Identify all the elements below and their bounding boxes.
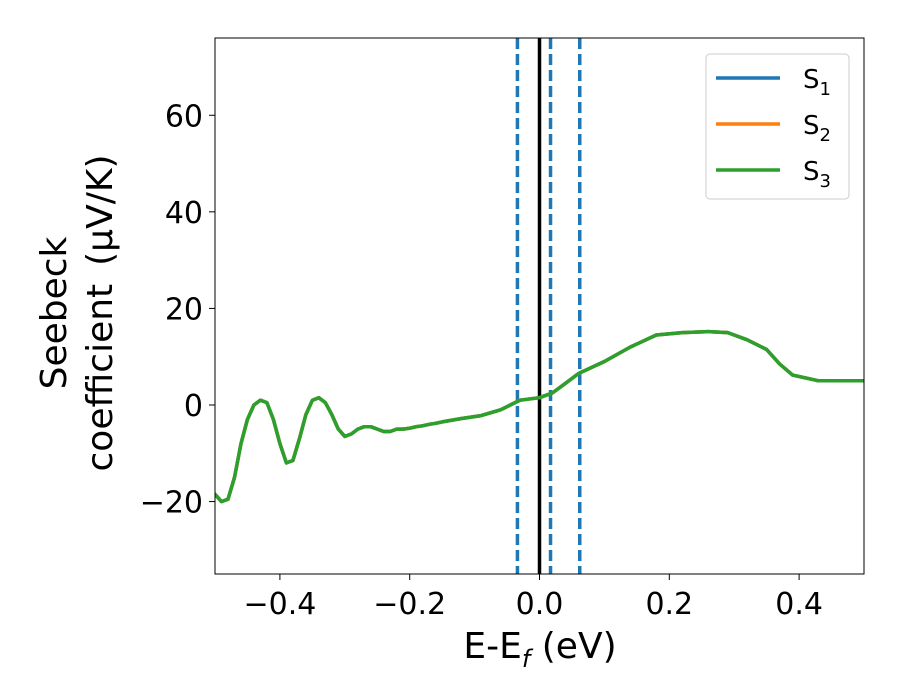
y-axis-ticks: −20 0 20 40 60: [140, 99, 215, 521]
legend-frame: [705, 53, 850, 200]
x-tick-label: 0.2: [645, 587, 693, 622]
y-tick-label: 20: [165, 292, 203, 327]
x-axis-title-unit: (eV): [530, 626, 616, 667]
legend-label-s3: S3: [803, 157, 831, 192]
y-axis-title-unit: (μV/K): [80, 154, 121, 265]
legend: S1 S2 S3: [705, 53, 850, 200]
series-line-s3: [215, 329, 864, 504]
reference-lines: [515, 38, 582, 574]
y-tick-label: 60: [165, 99, 203, 134]
x-tick-label: 0.4: [775, 587, 823, 622]
series-layer: [215, 329, 864, 504]
y-tick-label: 0: [184, 389, 203, 424]
legend-label-s2: S2: [803, 111, 831, 146]
y-tick-label: 40: [165, 196, 203, 231]
x-tick-label: 0.0: [516, 587, 564, 622]
x-axis-title: E-Ef (eV): [463, 626, 616, 673]
y-tick-label: −20: [140, 486, 203, 521]
y-axis-title-line2: coefficient(μV/K): [80, 154, 121, 471]
x-tick-label: −0.2: [373, 587, 446, 622]
x-tick-label: −0.4: [243, 587, 316, 622]
legend-label-s1: S1: [803, 65, 831, 100]
x-axis-ticks: −0.4 −0.2 0.0 0.2 0.4: [243, 574, 823, 622]
y-axis-title-line1: Seebeck: [34, 236, 75, 389]
